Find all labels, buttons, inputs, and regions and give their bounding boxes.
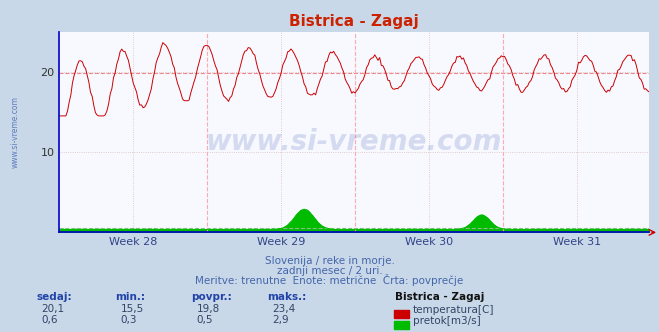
- Text: min.:: min.:: [115, 292, 146, 302]
- Text: Slovenija / reke in morje.: Slovenija / reke in morje.: [264, 256, 395, 266]
- Text: 20,1: 20,1: [42, 304, 65, 314]
- Text: 0,3: 0,3: [121, 315, 137, 325]
- Text: 15,5: 15,5: [121, 304, 144, 314]
- Text: www.si-vreme.com: www.si-vreme.com: [206, 128, 502, 156]
- Text: Meritve: trenutne  Enote: metrične  Črta: povprečje: Meritve: trenutne Enote: metrične Črta: …: [195, 274, 464, 286]
- Text: povpr.:: povpr.:: [191, 292, 232, 302]
- Text: temperatura[C]: temperatura[C]: [413, 305, 494, 315]
- Text: maks.:: maks.:: [267, 292, 306, 302]
- Text: www.si-vreme.com: www.si-vreme.com: [11, 96, 20, 168]
- Text: zadnji mesec / 2 uri.: zadnji mesec / 2 uri.: [277, 266, 382, 276]
- Title: Bistrica - Zagaj: Bistrica - Zagaj: [289, 14, 419, 29]
- Text: Bistrica - Zagaj: Bistrica - Zagaj: [395, 292, 485, 302]
- Text: sedaj:: sedaj:: [36, 292, 72, 302]
- Text: 23,4: 23,4: [272, 304, 295, 314]
- Text: 0,6: 0,6: [42, 315, 58, 325]
- Text: 19,8: 19,8: [196, 304, 219, 314]
- Text: pretok[m3/s]: pretok[m3/s]: [413, 316, 480, 326]
- Text: 0,5: 0,5: [196, 315, 213, 325]
- Text: 2,9: 2,9: [272, 315, 289, 325]
